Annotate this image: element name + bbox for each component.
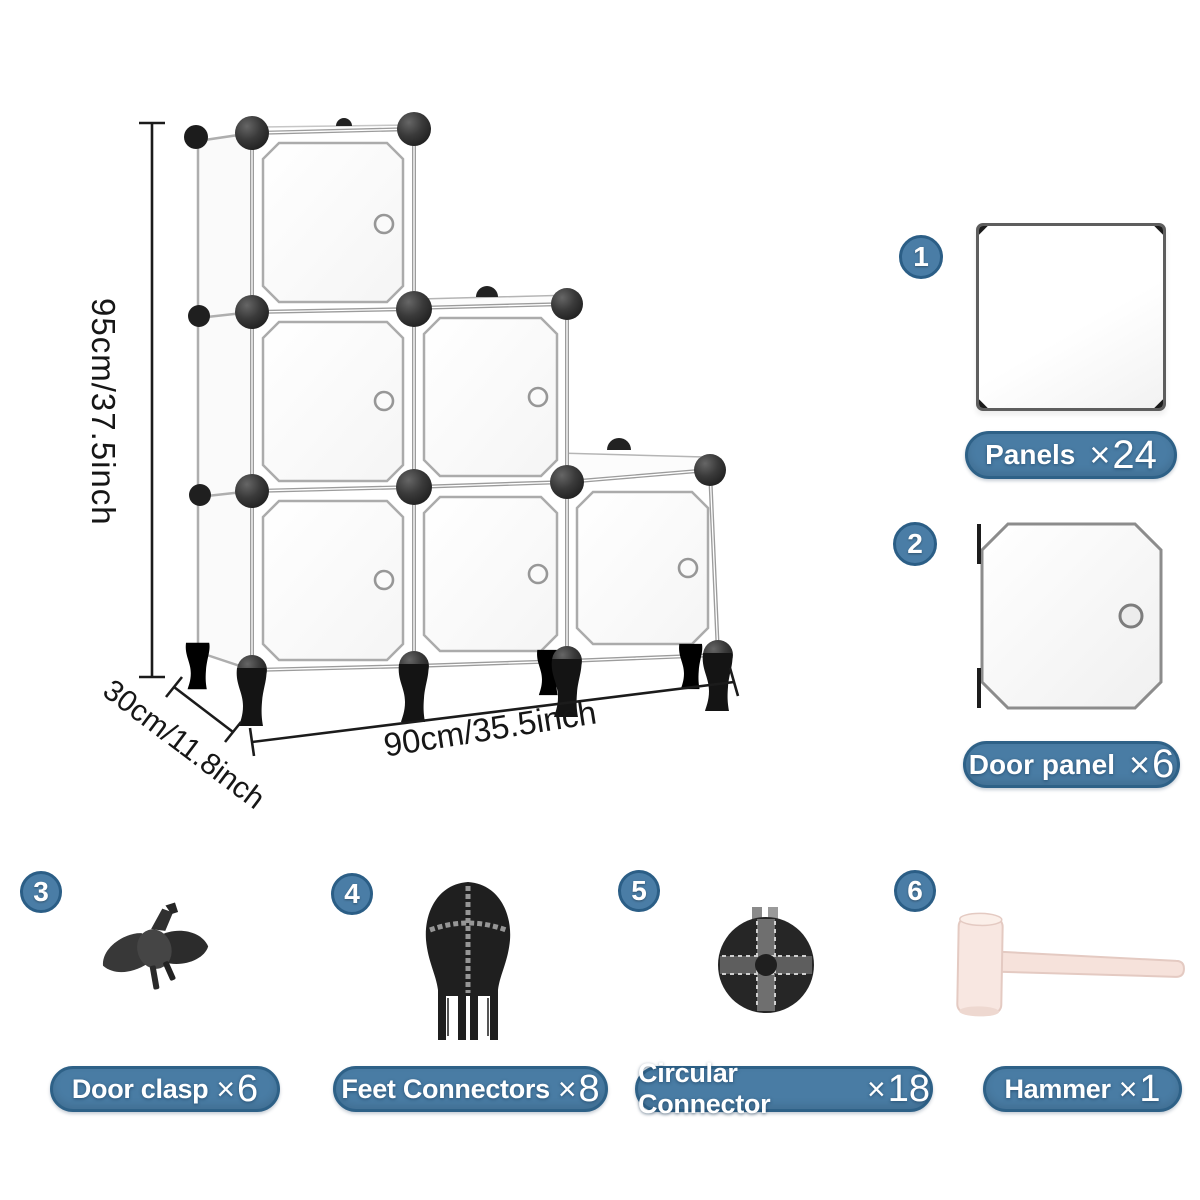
part-label: Circular Connector: [638, 1058, 771, 1119]
door-knobs: [373, 213, 699, 591]
part-label: Feet Connectors: [341, 1073, 550, 1104]
item-badge-6: 6: [894, 870, 936, 912]
part-count: 6: [237, 1067, 259, 1110]
dimension-lines: [139, 121, 740, 757]
feet-connectors-count-pill: Feet Connectors × 8: [333, 1066, 608, 1112]
multiply-symbol: ×: [867, 1070, 886, 1107]
item-badge-3: 3: [20, 871, 62, 913]
panel-corner-clip: [1152, 397, 1163, 408]
multiply-symbol: ×: [1118, 1070, 1138, 1107]
item-badge-4: 4: [331, 873, 373, 915]
door-panel-illustration: [977, 522, 1163, 710]
part-label: Door panel: [968, 748, 1115, 780]
part-label: Door clasp: [71, 1073, 209, 1104]
cabinet-side-panel: [196, 131, 254, 672]
part-count: 1: [1139, 1067, 1161, 1110]
part-label: Panels: [985, 439, 1076, 470]
door-clasp-illustration: [103, 902, 209, 990]
item-badge-2: 2: [893, 522, 937, 566]
multiply-symbol: ×: [557, 1070, 577, 1107]
part-count: 6: [1152, 742, 1175, 786]
part-label: Hammer: [1004, 1073, 1111, 1104]
door-panel-count-pill: Door panel × 6: [963, 741, 1180, 788]
panel-corner-clip: [979, 397, 990, 408]
hinge-clip: [977, 668, 981, 708]
connector-caps: [184, 118, 631, 506]
panels-count-pill: Panels × 24: [965, 431, 1177, 479]
door-clasp-count-pill: Door clasp × 6: [50, 1066, 280, 1112]
multiply-symbol: ×: [1128, 743, 1150, 785]
circular-connector-count-pill: Circular Connector × 18: [635, 1058, 933, 1119]
part-count: 24: [1112, 432, 1157, 477]
multiply-symbol: ×: [1089, 434, 1111, 475]
cabinet-doors: [261, 141, 710, 662]
circular-connector-illustration: [718, 907, 814, 1013]
panel-corner-clip: [1152, 226, 1163, 237]
part-count: 18: [887, 1067, 930, 1110]
item-badge-1: 1: [899, 235, 943, 279]
hammer-illustration: [956, 912, 1185, 1017]
multiply-symbol: ×: [216, 1070, 236, 1107]
part-count: 8: [578, 1067, 600, 1110]
feet-connector-illustration: [425, 882, 511, 1040]
hinge-clip: [977, 524, 981, 564]
hammer-count-pill: Hammer × 1: [983, 1066, 1182, 1112]
height-dimension-label: 95cm/37.5inch: [85, 298, 122, 526]
panel-illustration: [976, 223, 1166, 411]
item-badge-5: 5: [618, 870, 660, 912]
panel-corner-clip: [979, 226, 990, 237]
door-knob: [1118, 603, 1144, 629]
